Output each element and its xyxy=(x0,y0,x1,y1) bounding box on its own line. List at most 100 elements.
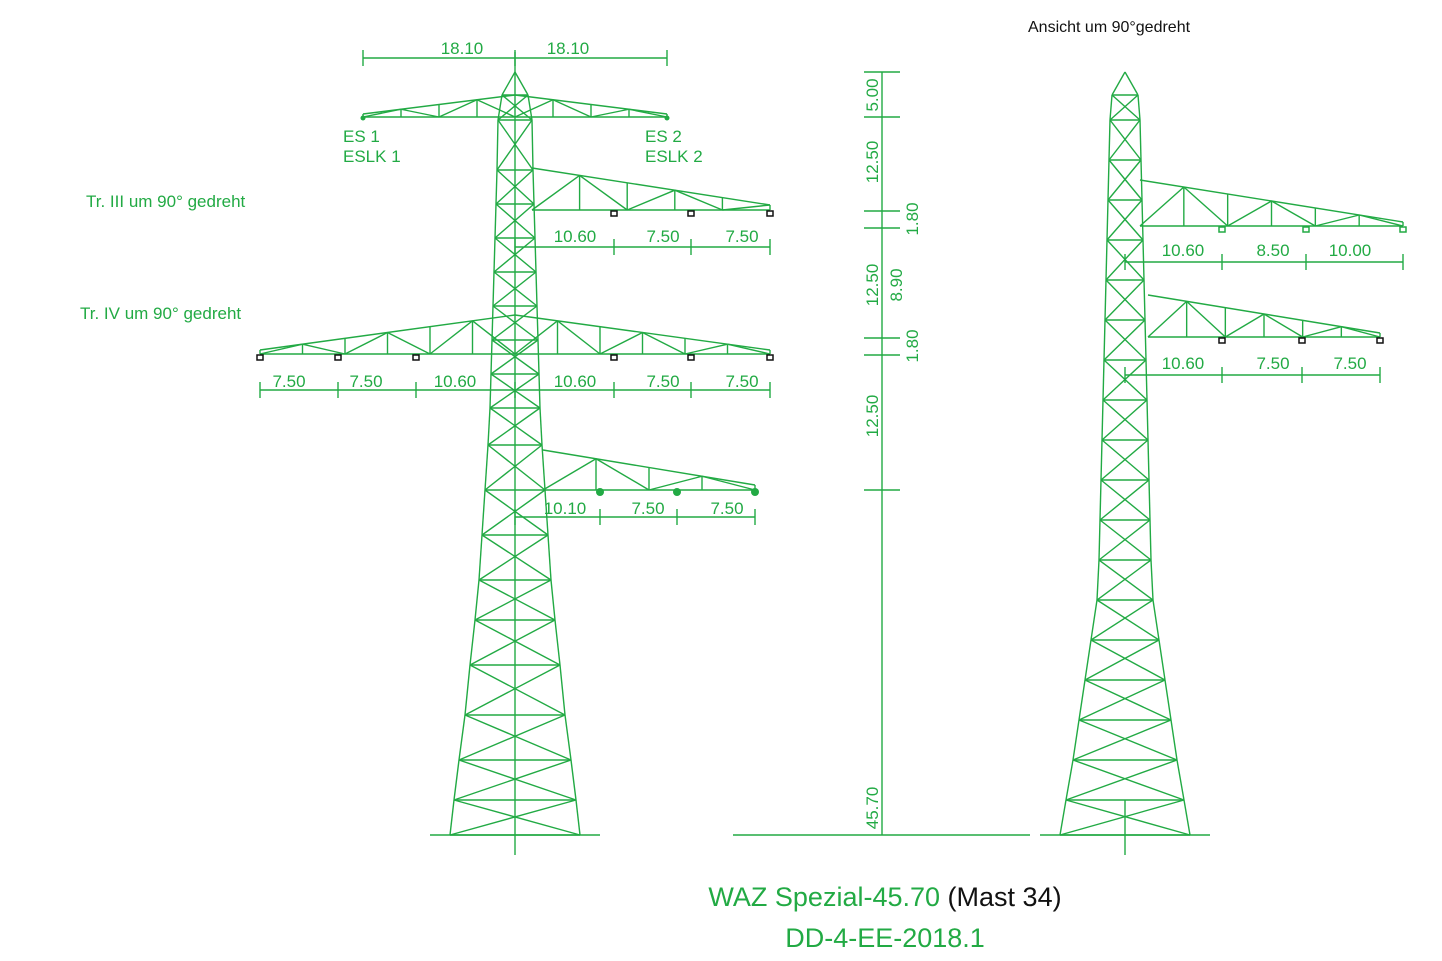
web xyxy=(388,333,431,355)
earth-wire xyxy=(361,116,366,121)
brace xyxy=(465,715,571,760)
brace xyxy=(470,665,565,715)
earth-wire-label: ESLK 2 xyxy=(645,147,703,166)
dim: 10.60 xyxy=(434,372,477,391)
leg xyxy=(1153,600,1159,640)
earth-wire-label: ES 1 xyxy=(343,127,380,146)
leg xyxy=(495,204,496,238)
brace xyxy=(454,800,580,835)
insulator xyxy=(611,355,617,360)
dim: 8.50 xyxy=(1256,241,1289,260)
side-view-label: Ansicht um 90°gedreht xyxy=(1028,19,1191,36)
dim: 7.50 xyxy=(646,372,679,391)
web xyxy=(1225,314,1264,337)
dim: 7.50 xyxy=(646,227,679,246)
web xyxy=(1315,215,1359,226)
brace xyxy=(1109,160,1142,200)
web xyxy=(515,100,553,117)
web xyxy=(303,344,346,354)
insulator xyxy=(688,211,694,216)
web xyxy=(532,175,580,210)
brace xyxy=(482,535,551,580)
brace xyxy=(479,580,555,620)
leg xyxy=(1165,680,1171,720)
insulator xyxy=(1299,338,1305,343)
brace xyxy=(1097,600,1159,640)
earth-wire-label: ES 2 xyxy=(645,127,682,146)
brace xyxy=(485,490,548,535)
brace xyxy=(488,445,545,490)
height-dim: 8.90 xyxy=(887,268,906,301)
member xyxy=(502,72,515,95)
leg xyxy=(1103,360,1104,400)
web xyxy=(1228,201,1272,226)
title-mast: (Mast 34) xyxy=(948,882,1062,912)
brace xyxy=(1108,200,1143,240)
brace xyxy=(479,535,548,580)
web xyxy=(675,190,723,210)
dim: 7.50 xyxy=(725,227,758,246)
insulator xyxy=(767,355,773,360)
height-dim: 1.80 xyxy=(903,329,922,362)
brace xyxy=(482,490,545,535)
leg xyxy=(479,535,482,580)
leg xyxy=(533,170,534,204)
web xyxy=(685,344,728,354)
brace xyxy=(454,760,571,800)
brace xyxy=(1079,680,1165,720)
brace xyxy=(1079,720,1177,760)
dim: 10.60 xyxy=(554,227,597,246)
web xyxy=(1148,301,1187,337)
brace xyxy=(485,445,542,490)
leg xyxy=(492,306,493,340)
leg xyxy=(1138,95,1140,120)
leg xyxy=(565,715,571,760)
dim: 18.10 xyxy=(547,39,590,58)
leg xyxy=(1102,400,1103,440)
brace xyxy=(1085,680,1171,720)
brace xyxy=(459,715,565,760)
height-dim: 1.80 xyxy=(903,202,922,235)
title-code: DD-4-EE-2018.1 xyxy=(785,923,985,953)
leg xyxy=(1101,440,1102,480)
leg xyxy=(1140,120,1141,160)
brace xyxy=(450,800,576,835)
insulator xyxy=(673,488,681,496)
crossarm-note: Tr. IV um 90° gedreht xyxy=(80,304,241,323)
brace xyxy=(470,620,555,665)
leg xyxy=(551,580,555,620)
brace xyxy=(488,408,540,445)
leg xyxy=(542,445,545,490)
leg xyxy=(576,800,580,835)
member xyxy=(515,72,528,95)
web xyxy=(473,321,516,354)
insulator xyxy=(751,488,759,496)
leg xyxy=(1184,800,1190,835)
brace xyxy=(1060,800,1184,835)
leg xyxy=(1149,480,1150,520)
brace xyxy=(1109,120,1140,160)
brace xyxy=(1085,640,1159,680)
height-dim: 5.00 xyxy=(863,78,882,111)
brace xyxy=(475,580,551,620)
leg xyxy=(490,374,491,408)
leg xyxy=(1097,560,1099,600)
dim: 10.00 xyxy=(1329,241,1372,260)
brace xyxy=(1107,200,1142,240)
brace xyxy=(1091,600,1153,640)
brace xyxy=(1091,640,1165,680)
leg xyxy=(482,490,485,535)
web xyxy=(477,100,515,117)
brace xyxy=(1099,560,1153,600)
leg xyxy=(540,408,542,445)
dim: 7.50 xyxy=(1256,354,1289,373)
brace xyxy=(1073,760,1184,800)
dim: 10.60 xyxy=(1162,354,1205,373)
earth-wire-label: ESLK 1 xyxy=(343,147,401,166)
leg xyxy=(560,665,565,715)
leg xyxy=(537,306,538,340)
leg xyxy=(470,620,475,665)
leg xyxy=(536,272,537,306)
leg xyxy=(496,170,497,204)
leg xyxy=(538,340,539,374)
